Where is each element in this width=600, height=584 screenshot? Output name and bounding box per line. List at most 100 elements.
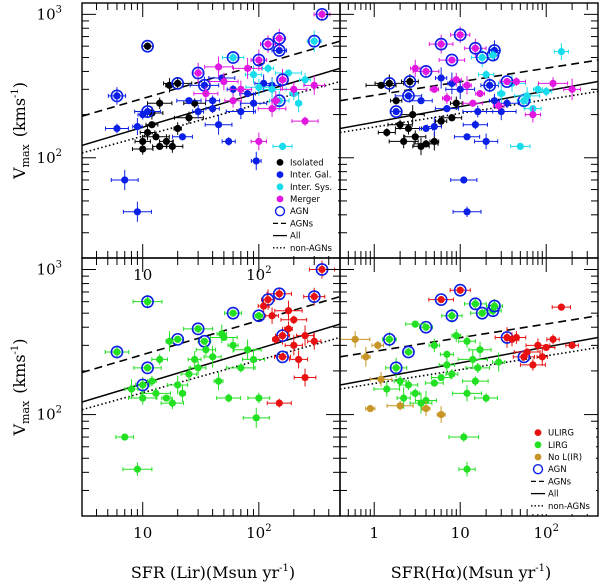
data-point — [143, 42, 152, 50]
data-point — [443, 350, 451, 358]
tick-label-base: 1 — [369, 524, 379, 542]
data-point — [512, 333, 520, 342]
data-point — [294, 99, 303, 107]
agn-ring — [389, 105, 403, 118]
data-point — [430, 122, 438, 131]
x-tick-label: 102 — [246, 265, 271, 284]
data-point — [139, 145, 147, 153]
series-merger — [191, 7, 331, 151]
data-point — [202, 90, 210, 98]
data-point — [191, 99, 199, 107]
panel-frame — [339, 257, 599, 517]
data-point — [396, 121, 404, 129]
data-point — [162, 137, 171, 146]
data-point — [557, 47, 565, 56]
data-point — [377, 375, 385, 383]
data-point — [411, 320, 419, 328]
agn-ring — [272, 31, 286, 45]
legend-entry: AGN — [274, 205, 309, 217]
agn-ring — [445, 53, 459, 67]
agn-ring — [434, 37, 448, 51]
data-point — [218, 330, 226, 338]
agn-ring — [403, 75, 417, 88]
series-lirg — [104, 294, 271, 477]
x-axis-title-close: ) — [545, 563, 551, 582]
legend-entry: AGNs — [531, 477, 572, 487]
data-point — [422, 124, 430, 133]
agn-ring — [445, 309, 459, 323]
series-ulirg — [257, 260, 336, 408]
agn-ring — [252, 309, 266, 323]
legend-marker — [276, 159, 284, 166]
legend-marker — [534, 429, 542, 436]
agn-ring — [252, 53, 266, 67]
y-tick-label: 102 — [37, 405, 62, 424]
data-point — [178, 133, 187, 141]
legend-label: No L(IR) — [548, 453, 582, 463]
data-point — [474, 107, 482, 116]
legend-entry: All — [273, 232, 301, 242]
data-point — [486, 81, 494, 89]
legend-label: LIRG — [548, 441, 568, 451]
data-point — [471, 377, 479, 385]
data-point — [139, 137, 147, 146]
data-point — [237, 364, 245, 372]
data-point — [290, 341, 298, 349]
data-point — [148, 121, 156, 129]
data-point — [437, 117, 445, 125]
legend-marker — [534, 441, 542, 449]
legend-marker — [276, 171, 284, 179]
data-point — [411, 133, 419, 141]
data-point — [284, 325, 293, 333]
agn-ring — [171, 77, 185, 90]
legend-background — [272, 154, 338, 256]
data-point — [220, 77, 228, 86]
data-point — [301, 332, 309, 340]
agn-ring — [226, 51, 240, 64]
x-axis-title: SFR(Hα)(Msun yr-1) — [391, 563, 552, 582]
x-tick-label: 10 — [133, 266, 152, 284]
data-point — [482, 137, 490, 146]
data-point — [471, 44, 479, 52]
agn-ring — [307, 290, 321, 304]
data-point — [200, 337, 209, 345]
x-axis-title-main: SFR (Lir)(Msun yr — [131, 563, 280, 582]
data-point — [143, 107, 152, 116]
data-point — [549, 335, 557, 343]
agn-ring — [141, 105, 154, 118]
data-point — [392, 107, 400, 116]
x-tick-label: 102 — [533, 523, 558, 542]
data-point — [174, 335, 182, 343]
data-point — [400, 394, 408, 402]
legend-entry: non-AGNs — [273, 244, 332, 254]
data-point — [452, 99, 460, 107]
tick-label-exp: 2 — [265, 523, 271, 534]
agn-ring — [191, 66, 205, 80]
y-axis-title-exp: -1 — [10, 88, 21, 98]
data-point — [460, 433, 468, 441]
x-axis-title-main: SFR(Hα)(Msun yr — [391, 563, 536, 582]
data-point — [489, 51, 497, 59]
data-point — [214, 63, 223, 71]
data-point — [278, 353, 287, 361]
legend-label: Inter. Gal. — [290, 171, 331, 181]
y-axis-title: Vmax (kms-1) — [10, 82, 32, 180]
series-ulirg — [428, 283, 579, 371]
data-point — [557, 303, 565, 311]
fit-line-agns — [340, 59, 598, 102]
tick-label-base: 10 — [246, 524, 265, 542]
x-tick-label: 10 — [133, 524, 152, 542]
tick-label-base: 10 — [37, 5, 56, 23]
data-point — [523, 92, 531, 100]
fit-line-non-agns — [82, 336, 340, 411]
data-point — [422, 404, 430, 413]
data-point — [214, 121, 223, 129]
y-axis-title-main: V — [10, 424, 29, 437]
data-point — [437, 296, 445, 304]
data-point — [469, 99, 477, 107]
y-tick-label: 103 — [37, 4, 62, 23]
data-point — [437, 74, 445, 82]
data-point — [422, 67, 430, 76]
data-point — [383, 128, 391, 137]
